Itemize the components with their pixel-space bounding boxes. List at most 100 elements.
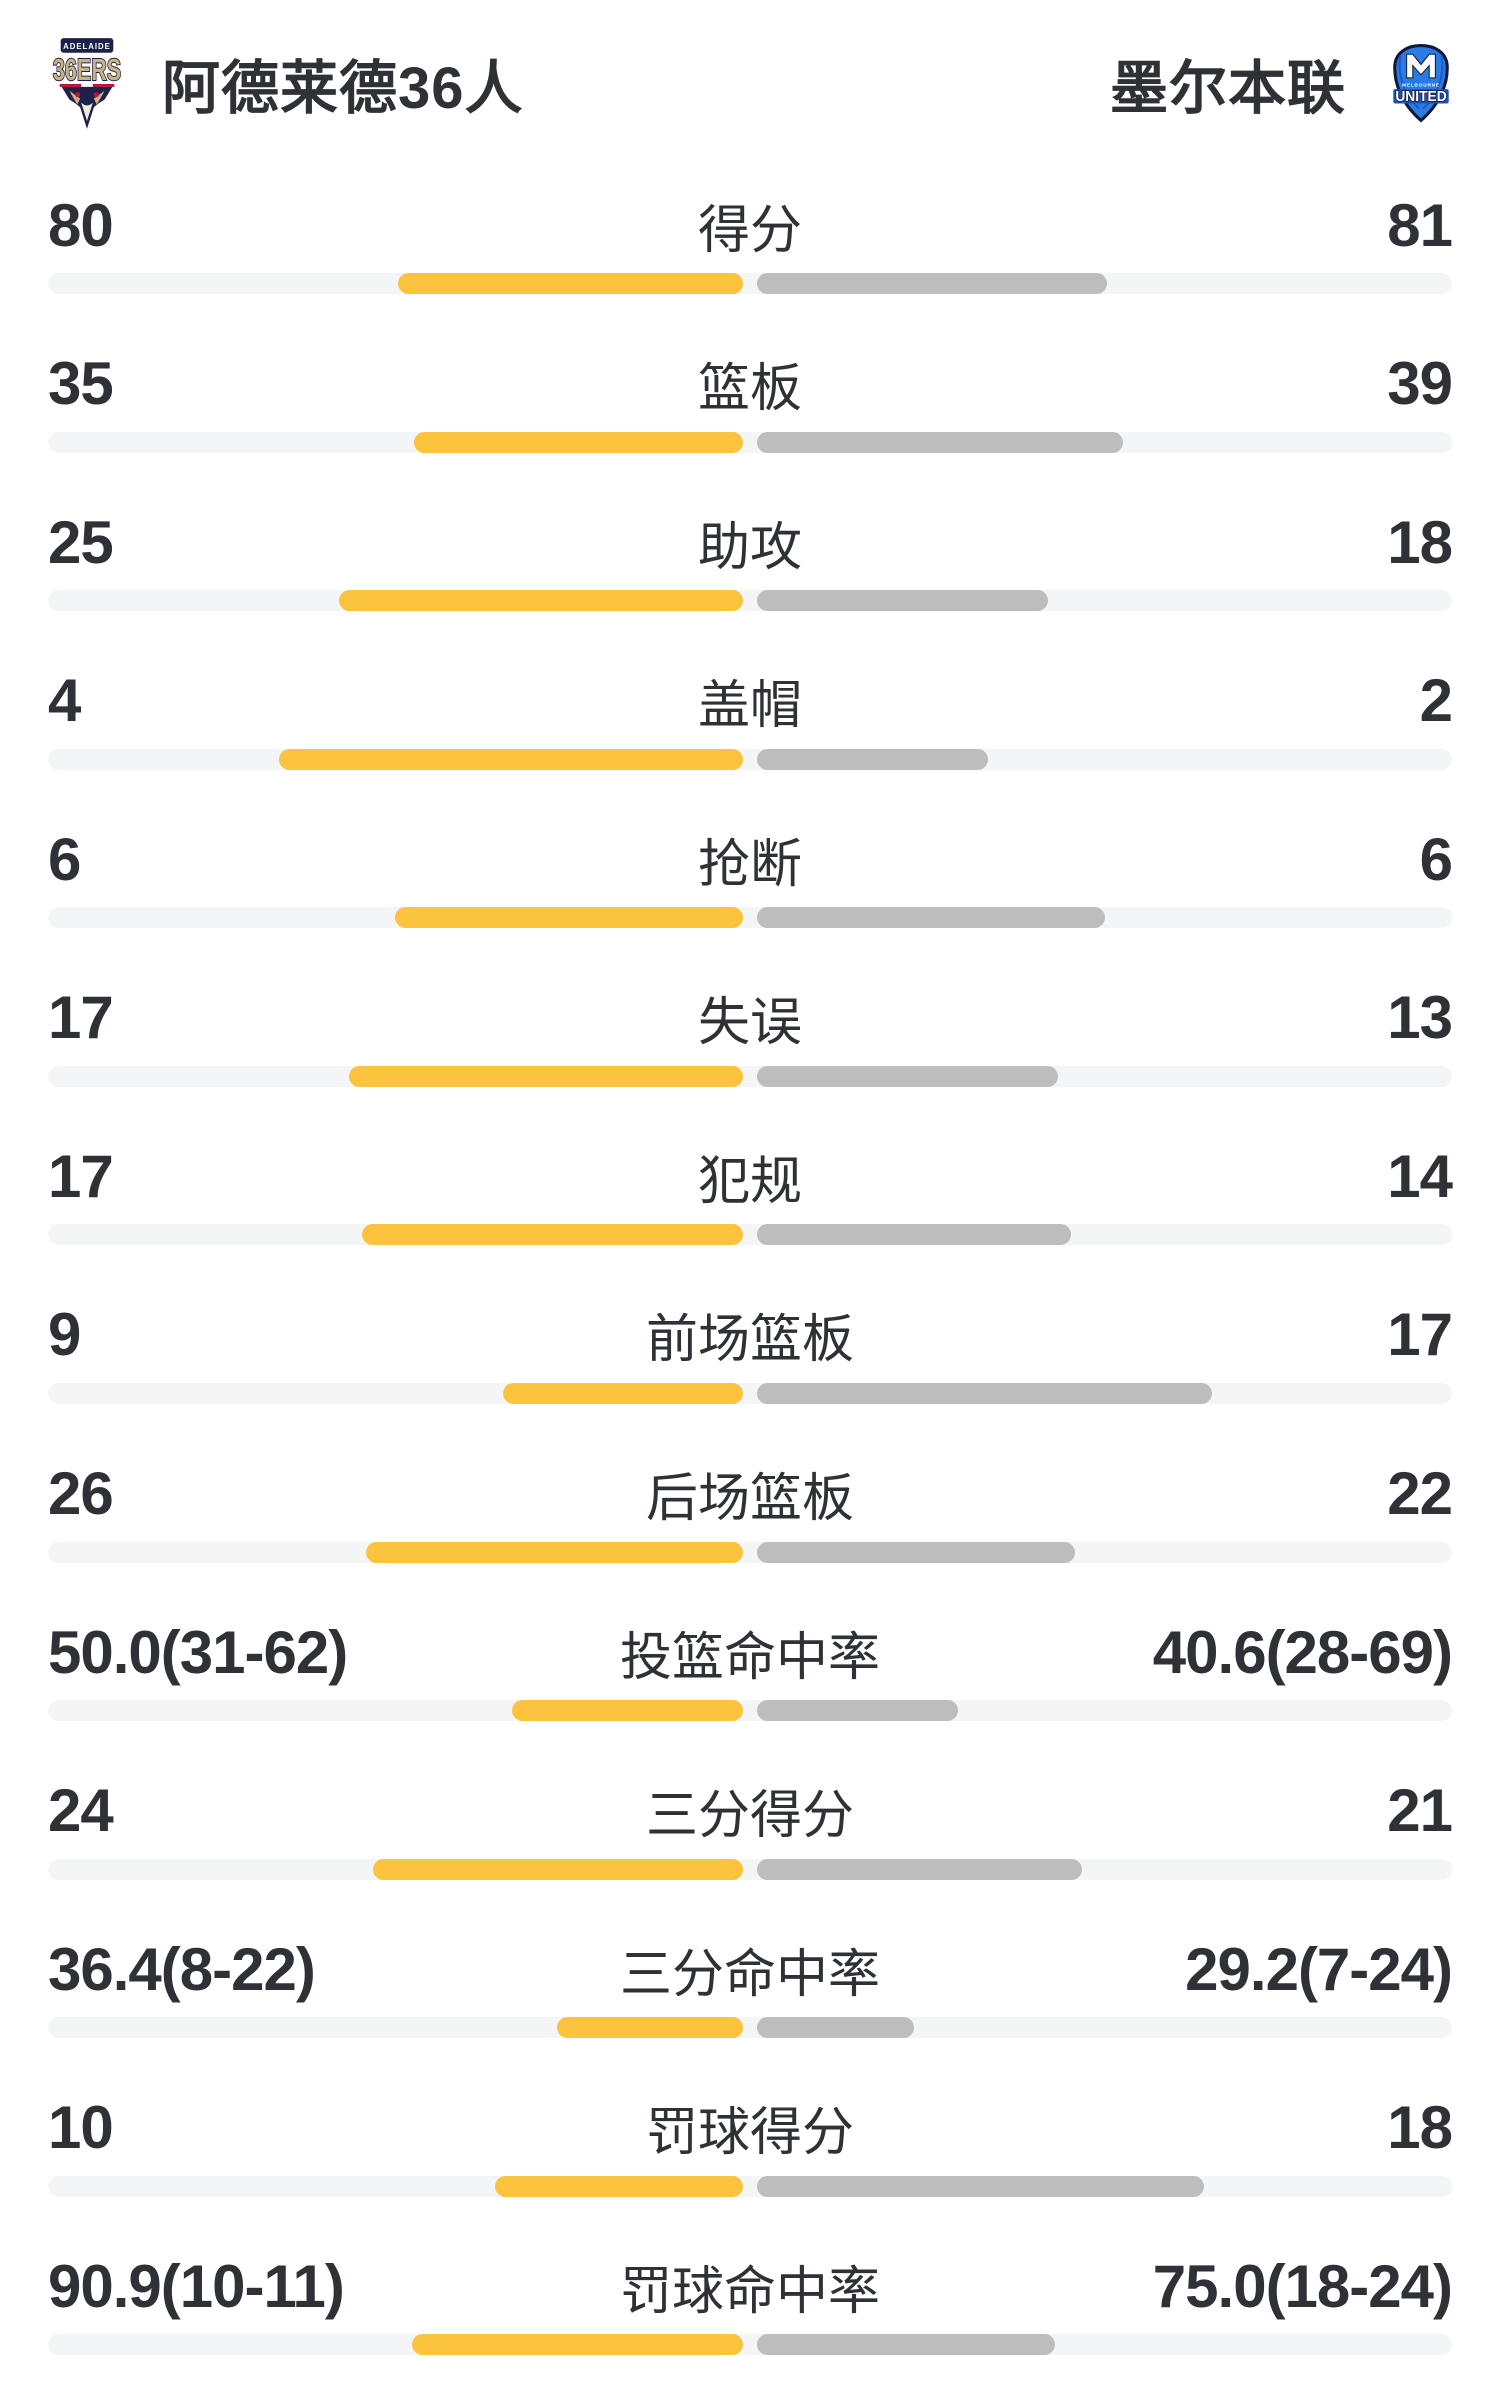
away-team-stat-bar bbox=[757, 2017, 914, 2039]
stat-row: 90.9(10-11) 罚球命中率 75.0(18-24) bbox=[0, 2241, 1500, 2400]
away-team-stat-value: 13 bbox=[1387, 984, 1453, 1052]
stat-text-line: 90.9(10-11) 罚球命中率 75.0(18-24) bbox=[48, 2252, 1453, 2321]
stat-label: 前场篮板 bbox=[645, 1311, 854, 1370]
stat-text-line: 17 失误 13 bbox=[48, 984, 1453, 1052]
stat-bar-track bbox=[48, 273, 1452, 294]
home-team-stat-value: 6 bbox=[48, 825, 81, 893]
stat-bar-track bbox=[48, 1858, 1452, 1880]
melbourne-united-logo-icon: MELBOURNE UNITED bbox=[1390, 43, 1452, 123]
home-team-stat-bar bbox=[339, 590, 743, 612]
stat-text-line: 4 盖帽 2 bbox=[48, 667, 1453, 735]
stat-row: 10 罚球得分 18 bbox=[0, 2083, 1500, 2242]
home-team-stat-bar bbox=[366, 1541, 743, 1563]
away-team-stat-value: 18 bbox=[1387, 508, 1453, 576]
stat-text-line: 80 得分 81 bbox=[48, 191, 1453, 260]
stat-row: 6 抢断 6 bbox=[0, 814, 1500, 973]
stat-label: 失误 bbox=[697, 994, 802, 1053]
stat-label: 犯规 bbox=[697, 1152, 802, 1211]
stat-bar-track bbox=[48, 748, 1452, 770]
stat-bar-track bbox=[48, 907, 1452, 929]
stat-label: 后场篮板 bbox=[645, 1470, 854, 1528]
away-team-stat-value: 2 bbox=[1419, 667, 1453, 735]
adelaide-36ers-logo-icon: ADELAIDE 36ERS bbox=[48, 34, 126, 132]
stat-text-line: 9 前场篮板 17 bbox=[48, 1301, 1453, 1369]
home-team-stat-bar bbox=[557, 2017, 743, 2039]
stat-row: 80 得分 81 bbox=[0, 180, 1500, 339]
away-team-stat-bar bbox=[757, 748, 988, 770]
stat-row: 35 篮板 39 bbox=[0, 339, 1500, 498]
stat-row: 17 犯规 14 bbox=[0, 1131, 1500, 1290]
home-team-stat-bar bbox=[503, 1382, 743, 1404]
away-team: 墨尔本联 MELBOURNE UNITED bbox=[1110, 41, 1452, 125]
away-team-stat-bar bbox=[757, 1224, 1071, 1246]
home-team-stat-bar bbox=[495, 2175, 743, 2197]
away-team-stat-value: 6 bbox=[1419, 825, 1453, 893]
stat-row: 17 失误 13 bbox=[0, 973, 1500, 1132]
away-team-stat-value: 29.2(7-24) bbox=[1185, 1935, 1453, 2003]
stat-text-line: 6 抢断 6 bbox=[48, 825, 1453, 894]
stat-text-line: 35 篮板 39 bbox=[48, 350, 1453, 418]
stat-label: 助攻 bbox=[697, 518, 802, 577]
stat-bar-track bbox=[48, 1382, 1452, 1404]
home-team-stat-value: 35 bbox=[48, 350, 114, 418]
away-team-stat-bar bbox=[757, 273, 1107, 294]
home-team-stat-value: 90.9(10-11) bbox=[48, 2252, 345, 2320]
stat-label: 盖帽 bbox=[697, 677, 802, 736]
svg-text:36ERS: 36ERS bbox=[53, 54, 121, 87]
home-team-stat-bar bbox=[398, 273, 743, 294]
away-team-stat-bar bbox=[757, 1065, 1058, 1087]
stat-bar-track bbox=[48, 590, 1452, 612]
stat-label: 三分得分 bbox=[645, 1787, 854, 1846]
away-team-stat-value: 75.0(18-24) bbox=[1152, 2252, 1453, 2320]
stat-bar-track bbox=[48, 2017, 1452, 2039]
away-team-stat-bar bbox=[757, 590, 1048, 612]
home-team: ADELAIDE 36ERS 阿德莱德36人 bbox=[48, 34, 524, 132]
home-team-stat-bar bbox=[395, 907, 743, 929]
away-team-stat-bar bbox=[757, 1858, 1082, 1880]
stats-list: 80 得分 81 35 篮板 39 25 助攻 bbox=[0, 180, 1500, 2400]
home-team-stat-bar bbox=[414, 431, 743, 453]
away-team-stat-bar bbox=[757, 1382, 1212, 1404]
stat-text-line: 26 后场篮板 22 bbox=[48, 1460, 1453, 1528]
home-team-stat-value: 9 bbox=[48, 1301, 81, 1369]
away-team-stat-value: 17 bbox=[1387, 1301, 1453, 1369]
home-team-stat-value: 50.0(31-62) bbox=[48, 1618, 348, 1686]
away-team-stat-value: 14 bbox=[1387, 1142, 1453, 1210]
home-team-stat-value: 36.4(8-22) bbox=[48, 1935, 316, 2003]
stat-label: 投篮命中率 bbox=[619, 1628, 880, 1687]
home-team-stat-value: 80 bbox=[48, 191, 114, 259]
away-team-stat-bar bbox=[757, 1700, 958, 1722]
stat-bar-track bbox=[48, 1541, 1452, 1563]
stat-bar-track bbox=[48, 2334, 1452, 2356]
stat-row: 25 助攻 18 bbox=[0, 497, 1500, 656]
home-team-stat-value: 26 bbox=[48, 1460, 114, 1527]
home-team-stat-bar bbox=[349, 1065, 743, 1087]
stat-text-line: 50.0(31-62) 投篮命中率 40.6(28-69) bbox=[48, 1618, 1453, 1687]
stat-text-line: 24 三分得分 21 bbox=[48, 1777, 1453, 1845]
stat-row: 24 三分得分 21 bbox=[0, 1766, 1500, 1925]
home-team-stat-bar bbox=[362, 1224, 743, 1246]
stat-text-line: 36.4(8-22) 三分命中率 29.2(7-24) bbox=[48, 1935, 1453, 2004]
stat-bar-track bbox=[48, 2175, 1452, 2197]
stat-row: 36.4(8-22) 三分命中率 29.2(7-24) bbox=[0, 1924, 1500, 2083]
svg-text:ADELAIDE: ADELAIDE bbox=[63, 42, 111, 51]
home-team-stat-value: 24 bbox=[48, 1777, 114, 1845]
away-team-name: 墨尔本联 bbox=[1109, 56, 1346, 121]
stat-row: 50.0(31-62) 投篮命中率 40.6(28-69) bbox=[0, 1607, 1500, 1766]
stat-label: 罚球得分 bbox=[645, 2104, 854, 2163]
stat-label: 得分 bbox=[697, 201, 802, 260]
stat-text-line: 17 犯规 14 bbox=[48, 1142, 1453, 1211]
stat-row: 26 后场篮板 22 bbox=[0, 1449, 1500, 1608]
stat-label: 抢断 bbox=[697, 835, 802, 894]
away-team-stat-bar bbox=[757, 2334, 1055, 2356]
home-team-stat-value: 10 bbox=[48, 2094, 114, 2162]
away-team-stat-value: 40.6(28-69) bbox=[1152, 1618, 1453, 1686]
away-team-stat-value: 18 bbox=[1387, 2094, 1453, 2162]
stat-label: 篮板 bbox=[697, 360, 802, 419]
home-team-stat-bar bbox=[279, 748, 743, 770]
away-team-stat-value: 21 bbox=[1387, 1777, 1453, 1845]
away-team-stat-bar bbox=[757, 431, 1123, 453]
melbourne-united-crest-svg: MELBOURNE UNITED bbox=[1393, 44, 1449, 123]
away-team-stat-bar bbox=[757, 907, 1105, 929]
